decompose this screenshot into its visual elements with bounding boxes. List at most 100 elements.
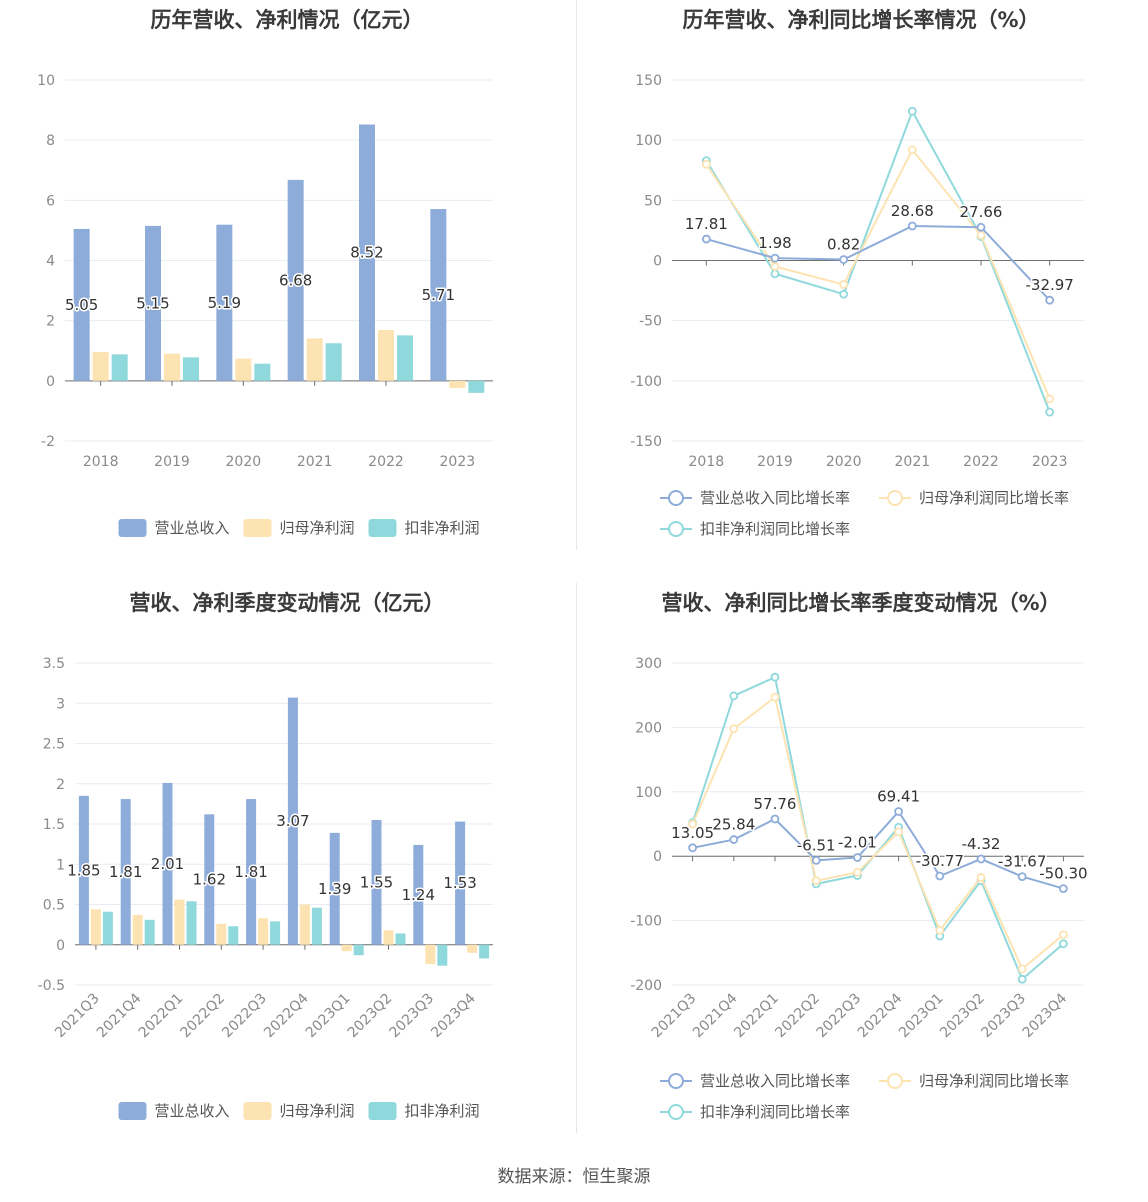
bar-revenue xyxy=(430,209,447,381)
y-tick-label: 6 xyxy=(46,193,55,209)
y-tick-label: -150 xyxy=(630,434,662,450)
y-tick-label: 1.5 xyxy=(43,817,65,833)
line-point xyxy=(770,814,780,824)
line-point xyxy=(1017,974,1027,984)
y-tick-label: 0.5 xyxy=(43,898,65,914)
bar-revenue xyxy=(145,225,161,381)
x-tick-label: 2023Q2 xyxy=(345,991,396,1042)
y-tick-label: -2 xyxy=(41,434,55,450)
bar-deducted-profit xyxy=(479,944,490,959)
line-data-label: 1.98 xyxy=(758,234,791,252)
y-tick-label: 0 xyxy=(653,849,662,865)
x-tick-label: 2023 xyxy=(1032,454,1068,470)
bar-data-label: 5.71 xyxy=(422,286,455,304)
x-tick-label: 2022Q4 xyxy=(261,990,312,1041)
x-tick-label: 2023Q1 xyxy=(896,991,947,1042)
line-point xyxy=(839,280,849,289)
line-point xyxy=(1017,872,1027,881)
line-point xyxy=(688,843,697,853)
line-point xyxy=(811,876,821,886)
bar-revenue xyxy=(78,795,89,945)
bar-revenue xyxy=(287,697,298,945)
y-tick-label: 50 xyxy=(644,193,662,209)
bar-deducted-profit xyxy=(397,335,413,381)
legend-marker xyxy=(668,1104,684,1120)
legend-swatch xyxy=(118,519,147,537)
line-point xyxy=(1017,964,1027,974)
y-tick-label: 300 xyxy=(635,656,662,672)
bar-deducted-profit xyxy=(144,919,155,945)
line-point xyxy=(701,159,711,169)
line-data-label: 17.81 xyxy=(685,215,728,233)
deducted-profit-growth-line xyxy=(705,108,1051,413)
line-point xyxy=(976,873,986,882)
x-tick-label: 2022Q3 xyxy=(219,991,270,1042)
line-point xyxy=(976,230,986,240)
y-tick-label: 3.5 xyxy=(43,656,65,672)
line-point xyxy=(1058,939,1068,949)
line-point xyxy=(770,269,780,279)
bar-deducted-profit xyxy=(353,944,364,956)
bar-revenue xyxy=(359,124,375,381)
legend-marker xyxy=(668,490,684,506)
line-point xyxy=(894,807,904,816)
line-data-label: -31.67 xyxy=(998,853,1046,871)
y-tick-label: 2 xyxy=(56,777,65,793)
y-tick-label: 2.5 xyxy=(43,737,65,753)
line-data-label: 69.41 xyxy=(877,787,920,805)
line-point xyxy=(729,691,739,701)
line-point xyxy=(1045,407,1055,417)
x-tick-label: 2021Q4 xyxy=(94,990,145,1041)
y-tick-label: -100 xyxy=(630,914,662,930)
bar-deducted-profit xyxy=(270,921,281,945)
line-point xyxy=(688,819,697,829)
bar-net-profit xyxy=(90,909,101,945)
line-data-label: -2.01 xyxy=(838,833,877,851)
line-data-label: -32.97 xyxy=(1025,276,1073,294)
bar-data-label: 8.52 xyxy=(350,244,383,262)
bar-net-profit xyxy=(235,358,252,381)
net-profit-growth-line xyxy=(691,695,1065,971)
bar-revenue xyxy=(413,844,424,945)
bar-data-label: 5.15 xyxy=(136,294,169,312)
line-point xyxy=(935,925,945,935)
y-tick-label: 150 xyxy=(635,73,662,89)
legend-swatch xyxy=(243,1102,272,1120)
bar-deducted-profit xyxy=(254,363,271,381)
y-tick-label: 0 xyxy=(653,254,662,270)
x-tick-label: 2020 xyxy=(826,454,862,470)
bar-data-label: 5.19 xyxy=(208,294,241,312)
y-tick-label: 100 xyxy=(635,133,662,149)
bar-deducted-profit xyxy=(325,343,342,381)
x-tick-label: 2021Q4 xyxy=(690,990,741,1041)
line-data-label: 13.05 xyxy=(671,824,714,842)
legend-swatch xyxy=(243,519,272,537)
legend-label: 营业总收入同比增长率 xyxy=(700,1072,850,1090)
legend-label: 扣非净利润同比增长率 xyxy=(700,1103,850,1121)
legend-marker xyxy=(887,1073,903,1089)
y-tick-label: 0 xyxy=(56,938,65,954)
line-point xyxy=(907,221,917,231)
bar-deducted-profit xyxy=(102,911,113,945)
bar-data-label: 1.81 xyxy=(109,863,142,881)
legend-label: 扣非净利润 xyxy=(405,1102,480,1120)
bar-data-label: 2.01 xyxy=(151,855,184,873)
y-tick-label: 200 xyxy=(635,720,662,736)
x-tick-label: 2018 xyxy=(689,454,725,470)
bar-net-profit xyxy=(449,380,466,389)
line-point xyxy=(976,854,986,864)
x-tick-label: 2020 xyxy=(226,454,262,470)
bar-data-label: 1.53 xyxy=(443,874,476,892)
x-tick-label: 2021Q3 xyxy=(52,991,103,1042)
x-tick-label: 2021Q3 xyxy=(649,991,700,1042)
legend-marker xyxy=(668,1073,684,1089)
bar-revenue xyxy=(73,228,90,381)
annual-amounts-panel: 历年营收、净利情况（亿元） 10 8 6 4 2 0 -2 2018 2019 2020 2021 2… xyxy=(0,0,574,580)
line-point xyxy=(894,827,904,837)
line-point xyxy=(976,222,986,232)
legend-label: 归母净利润同比增长率 xyxy=(919,1072,1069,1090)
y-tick-label: 10 xyxy=(37,73,55,89)
line-point xyxy=(811,855,821,865)
net-profit-growth-line xyxy=(705,147,1051,400)
annual-growth-chart: 150 100 50 0 -50 -100 -150 2018 2019 2020 2021 2022… xyxy=(630,73,1084,538)
